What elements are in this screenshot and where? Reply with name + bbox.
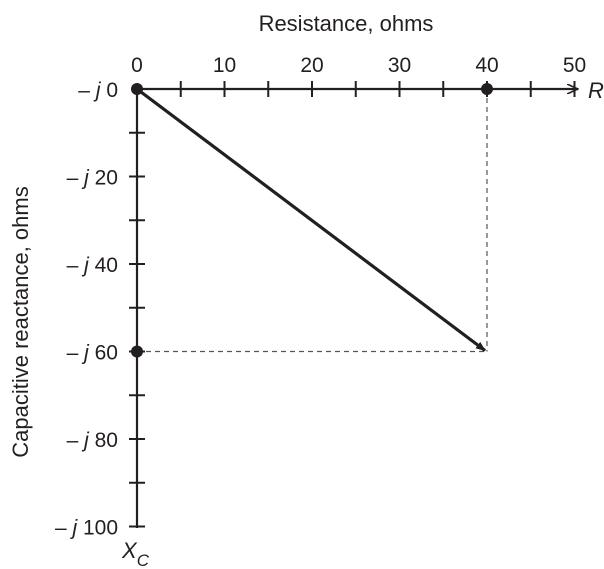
impedance-vector-arrow	[136, 87, 486, 352]
y-tick-label: – j 0	[78, 79, 118, 102]
r-axis-end-label: R	[588, 78, 604, 103]
r40-point	[481, 83, 493, 95]
y-tick-label: – j 80	[67, 429, 118, 452]
y-tick-num: 40	[89, 254, 118, 277]
points-layer	[131, 83, 493, 358]
y-tick-j: j	[81, 342, 90, 365]
projection-guides	[137, 89, 488, 353]
origin-point	[131, 83, 143, 95]
y-tick-prefix: –	[67, 167, 85, 190]
y-tick-prefix: –	[78, 79, 96, 102]
y-tick-label: – j 100	[55, 517, 118, 540]
y-tick-label: – j 60	[67, 342, 118, 365]
y-tick-num: 20	[89, 167, 118, 190]
y-tick-label: – j 20	[67, 167, 118, 190]
y-tick-num: 80	[89, 429, 118, 452]
y-tick-j: j	[81, 167, 90, 190]
impedance-vector-layer	[136, 87, 486, 352]
x60-point	[131, 345, 143, 358]
xc-main: X	[121, 538, 138, 563]
xc-axis-end-label: XC	[121, 538, 150, 569]
x-tick-label: 50	[563, 54, 586, 77]
xc-subscript: C	[137, 551, 150, 569]
y-tick-prefix: –	[67, 254, 85, 277]
y-tick-num: 60	[89, 342, 118, 365]
y-tick-j: j	[81, 429, 90, 452]
y-tick-prefix: –	[55, 517, 73, 540]
x-tick-label: 30	[388, 54, 411, 77]
x-tick-label: 0	[131, 54, 143, 77]
y-tick-j: j	[93, 79, 102, 102]
axis-ticks	[129, 81, 576, 528]
x-tick-label: 10	[213, 54, 236, 77]
tick-labels: 0 10 20 30 40 50– j 0– j 20– j 40– j 60– j 80…	[55, 54, 586, 540]
axes	[135, 89, 578, 528]
y-tick-j: j	[69, 517, 78, 540]
x-tick-label: 20	[300, 54, 323, 77]
y-axis-title: Capacitive reactance, ohms	[8, 186, 33, 457]
x-axis-title: Resistance, ohms	[259, 11, 434, 36]
y-tick-num: 0	[100, 79, 118, 102]
x-tick-label: 40	[475, 54, 498, 77]
y-tick-label: – j 40	[67, 254, 118, 277]
y-tick-num: 100	[77, 517, 118, 540]
y-tick-j: j	[81, 254, 90, 277]
y-tick-prefix: –	[67, 342, 85, 365]
y-tick-prefix: –	[67, 429, 85, 452]
